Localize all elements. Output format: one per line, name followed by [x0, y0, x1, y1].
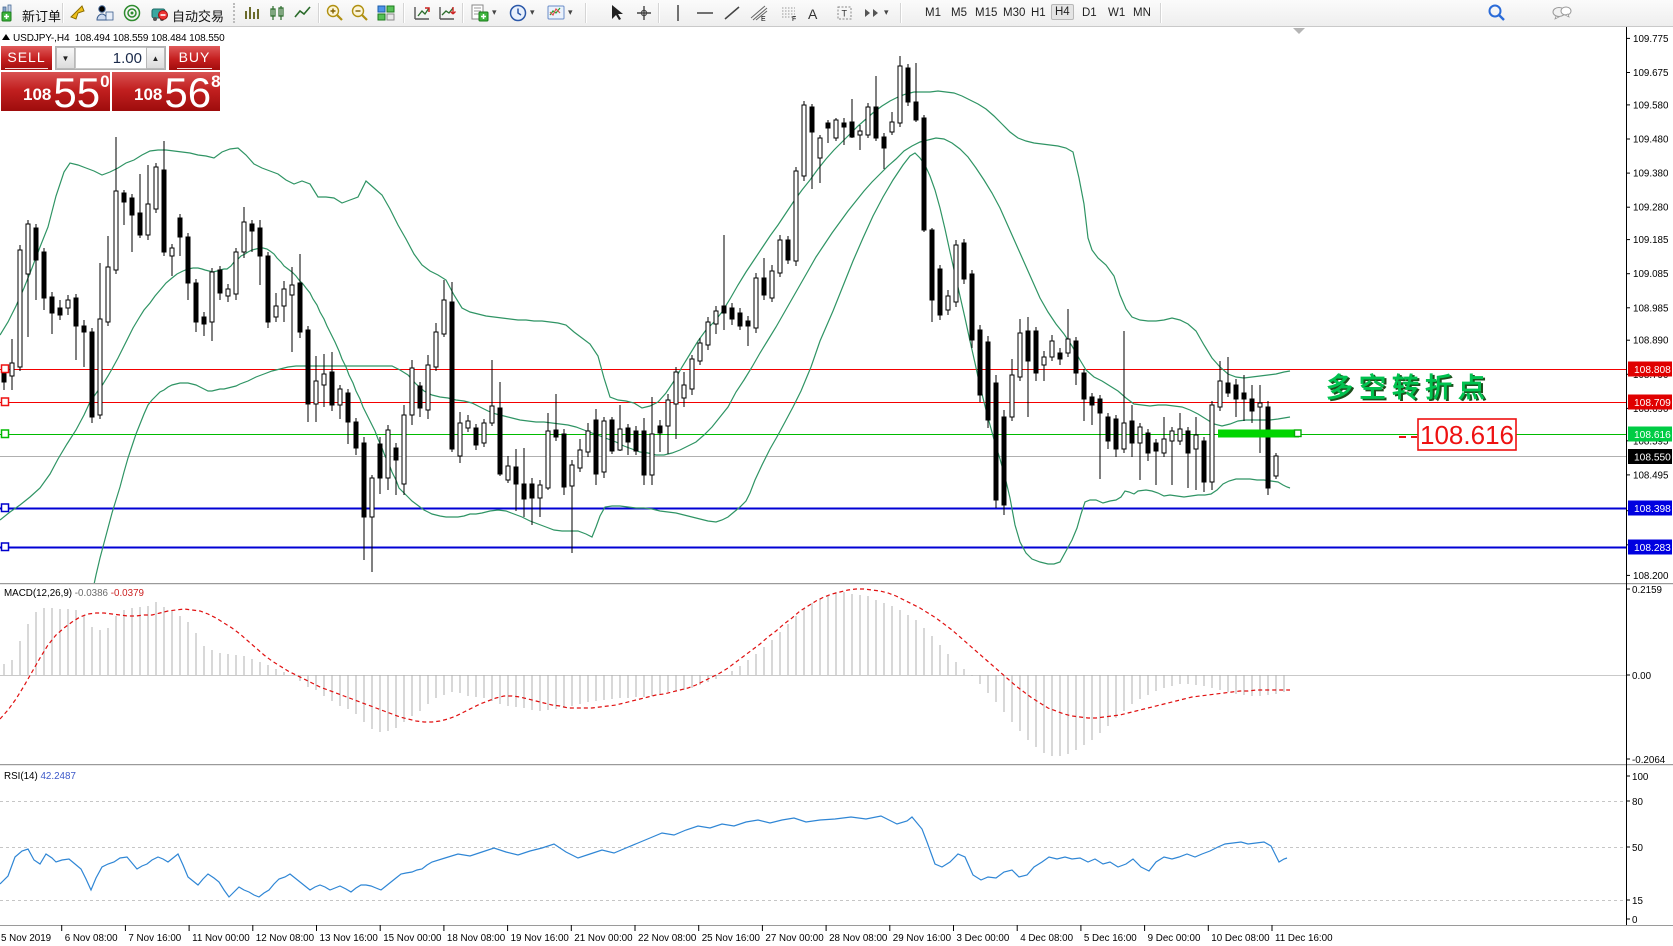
svg-text:25 Nov 16:00: 25 Nov 16:00: [702, 933, 761, 944]
svg-text:28 Nov 08:00: 28 Nov 08:00: [829, 933, 888, 944]
svg-text:11 Dec 16:00: 11 Dec 16:00: [1275, 933, 1333, 944]
svg-text:108.808: 108.808: [1634, 365, 1671, 376]
svg-text:MACD(12,26,9) -0.0386 -0.0379: MACD(12,26,9) -0.0386 -0.0379: [4, 588, 144, 599]
svg-text:109.775: 109.775: [1633, 34, 1669, 45]
svg-text:108.550: 108.550: [1634, 452, 1671, 463]
svg-text:19 Nov 16:00: 19 Nov 16:00: [511, 933, 570, 944]
svg-text:108.890: 108.890: [1633, 336, 1669, 347]
svg-text:-0.2064: -0.2064: [1632, 755, 1666, 766]
svg-text:109.380: 109.380: [1633, 169, 1669, 180]
svg-text:5 Nov 2019: 5 Nov 2019: [1, 933, 51, 944]
svg-text:50: 50: [1632, 843, 1643, 854]
svg-text:RSI(14) 42.2487: RSI(14) 42.2487: [4, 771, 76, 782]
svg-text:108.283: 108.283: [1634, 543, 1671, 554]
svg-text:108.595: 108.595: [1633, 436, 1669, 447]
svg-text:0.2159: 0.2159: [1632, 585, 1662, 596]
svg-text:7 Nov 16:00: 7 Nov 16:00: [128, 933, 181, 944]
svg-text:108.616: 108.616: [1634, 430, 1671, 441]
svg-text:3 Dec 00:00: 3 Dec 00:00: [957, 933, 1010, 944]
svg-text:27 Nov 00:00: 27 Nov 00:00: [765, 933, 824, 944]
svg-text:4 Dec 08:00: 4 Dec 08:00: [1020, 933, 1073, 944]
svg-text:109.675: 109.675: [1633, 68, 1669, 79]
svg-text:15 Nov 00:00: 15 Nov 00:00: [383, 933, 442, 944]
svg-text:多空转折点: 多空转折点: [1326, 372, 1491, 403]
svg-text:6 Nov 08:00: 6 Nov 08:00: [65, 933, 118, 944]
svg-text:29 Nov 16:00: 29 Nov 16:00: [893, 933, 952, 944]
svg-text:11 Nov 00:00: 11 Nov 00:00: [192, 933, 250, 944]
svg-text:5 Dec 16:00: 5 Dec 16:00: [1084, 933, 1137, 944]
svg-text:USDJPY-,H4 108.494 108.559 10: USDJPY-,H4 108.494 108.559 108.484 108.5…: [13, 33, 225, 44]
svg-text:13 Nov 16:00: 13 Nov 16:00: [320, 933, 379, 944]
svg-text:109.480: 109.480: [1633, 135, 1669, 146]
svg-text:0.00: 0.00: [1632, 671, 1652, 682]
svg-text:109.185: 109.185: [1633, 235, 1669, 246]
svg-text:108.398: 108.398: [1634, 504, 1671, 515]
svg-text:9 Dec 00:00: 9 Dec 00:00: [1148, 933, 1201, 944]
svg-text:109.280: 109.280: [1633, 203, 1669, 214]
svg-text:109.085: 109.085: [1633, 269, 1669, 280]
svg-text:100: 100: [1632, 772, 1649, 783]
svg-text:12 Nov 08:00: 12 Nov 08:00: [256, 933, 315, 944]
svg-text:T: T: [842, 9, 848, 19]
svg-text:多空转折点: 多空转折点: [1328, 374, 1493, 405]
svg-text:15: 15: [1632, 896, 1643, 907]
svg-text:108.985: 108.985: [1633, 303, 1669, 314]
svg-text:10 Dec 08:00: 10 Dec 08:00: [1211, 933, 1270, 944]
svg-text:18 Nov 08:00: 18 Nov 08:00: [447, 933, 506, 944]
svg-text:21 Nov 00:00: 21 Nov 00:00: [574, 933, 633, 944]
svg-text:80: 80: [1632, 797, 1643, 808]
svg-text:22 Nov 08:00: 22 Nov 08:00: [638, 933, 697, 944]
svg-text:108.200: 108.200: [1633, 571, 1669, 582]
svg-text:F: F: [792, 16, 796, 23]
svg-text:108.709: 108.709: [1634, 398, 1671, 409]
svg-text:E: E: [761, 16, 766, 23]
svg-text:109.580: 109.580: [1633, 100, 1669, 111]
svg-text:108.616: 108.616: [1420, 420, 1514, 450]
svg-text:108.495: 108.495: [1633, 470, 1669, 481]
svg-text:0: 0: [1632, 915, 1638, 926]
